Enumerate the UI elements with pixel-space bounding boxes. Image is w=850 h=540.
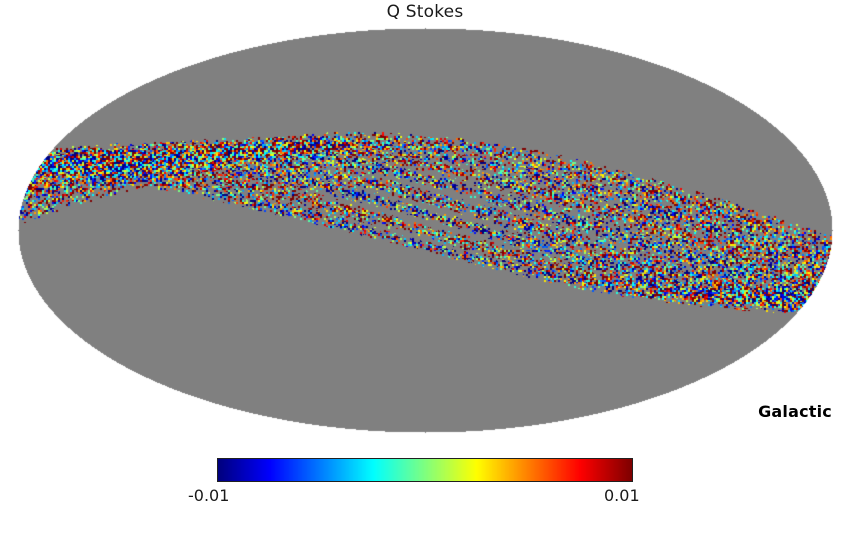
colorbar-max-tick-label: 0.01 [604, 486, 640, 505]
coordinate-system-label: Galactic [758, 402, 832, 421]
colorbar-gradient [217, 458, 633, 482]
colorbar: -0.01 0.01 [188, 458, 640, 505]
colorbar-min-tick-label: -0.01 [188, 486, 230, 505]
